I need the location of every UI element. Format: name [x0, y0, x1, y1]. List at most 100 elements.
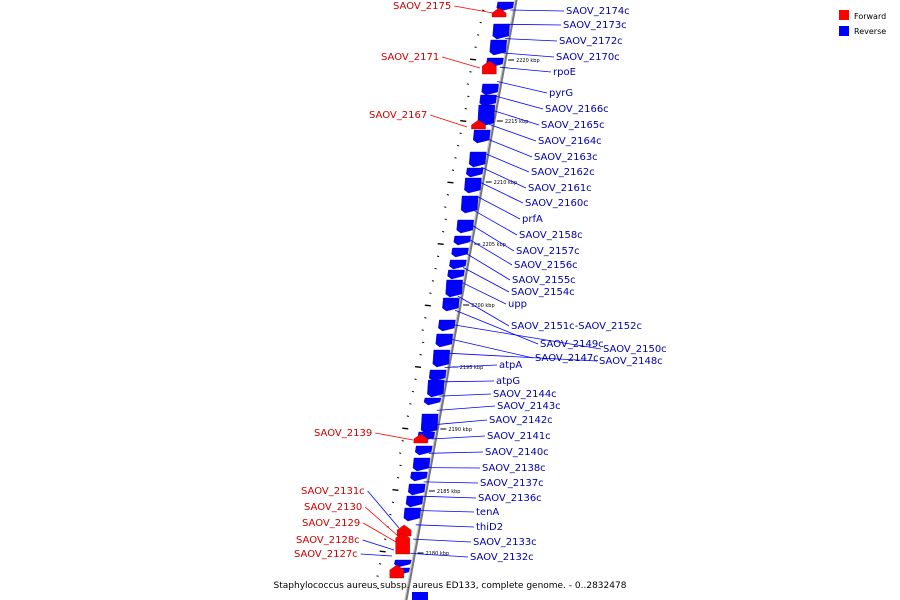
reverse-feature[interactable]	[412, 592, 428, 600]
forward-gene-label[interactable]: SAOV_2129	[302, 518, 360, 529]
reverse-gene-label[interactable]: tenA	[476, 507, 499, 518]
forward-gene-label[interactable]: SAOV_2139	[314, 428, 372, 439]
reverse-feature[interactable]	[489, 39, 507, 56]
reverse-feature[interactable]	[438, 319, 456, 332]
forward-gene-label[interactable]: SAOV_2131c	[301, 486, 365, 497]
reverse-gene-label[interactable]: SAOV_2157c	[516, 246, 580, 257]
reverse-gene-label[interactable]: atpA	[499, 360, 522, 371]
reverse-leader-line	[431, 435, 486, 440]
reverse-feature[interactable]	[435, 333, 453, 348]
reverse-gene-label[interactable]: SAOV_2143c	[497, 401, 561, 412]
reverse-gene-label[interactable]: SAOV_2166c	[545, 104, 609, 115]
forward-feature[interactable]	[491, 7, 507, 18]
reverse-feature[interactable]	[428, 369, 447, 382]
reverse-gene-label[interactable]: atpG	[496, 376, 520, 387]
reverse-gene-label[interactable]: SAOV_2147c	[535, 353, 599, 364]
reverse-feature[interactable]	[447, 269, 465, 280]
reverse-leader-line	[444, 364, 498, 368]
reverse-gene-label[interactable]: SAOV_2156c	[514, 260, 578, 271]
reverse-gene-label[interactable]: SAOV_2161c	[528, 183, 592, 194]
reverse-feature[interactable]	[492, 23, 510, 40]
reverse-gene-label[interactable]: thiD2	[476, 522, 503, 533]
reverse-feature[interactable]	[403, 507, 422, 522]
forward-gene-label[interactable]: SAOV_2167	[369, 110, 427, 121]
reverse-gene-label[interactable]: SAOV_2138c	[482, 463, 546, 474]
reverse-gene-label[interactable]: SAOV_2144c	[493, 389, 557, 400]
reverse-gene-label[interactable]: SAOV_2170c	[556, 52, 620, 63]
reverse-gene-label[interactable]: SAOV_2141c	[487, 431, 551, 442]
reverse-feature[interactable]	[394, 559, 412, 568]
reverse-gene-label[interactable]: SAOV_2142c	[489, 415, 553, 426]
reverse-feature[interactable]	[423, 397, 442, 406]
reverse-gene-label[interactable]: SAOV_2174c	[566, 6, 630, 17]
reverse-gene-label[interactable]: upp	[508, 299, 527, 310]
reverse-gene-label[interactable]: SAOV_2163c	[534, 152, 598, 163]
reverse-gene-label[interactable]: SAOV_2150c	[603, 344, 667, 355]
reverse-feature[interactable]	[432, 349, 451, 368]
minor-tick	[444, 206, 447, 208]
reverse-gene-label[interactable]: pyrG	[549, 88, 573, 99]
forward-feature[interactable]	[395, 532, 410, 555]
reverse-feature[interactable]	[453, 235, 471, 246]
reverse-feature[interactable]	[427, 379, 445, 398]
reverse-gene-label[interactable]: prfA	[522, 214, 543, 225]
reverse-feature[interactable]	[473, 129, 491, 144]
reverse-feature[interactable]	[481, 83, 499, 96]
reverse-feature[interactable]	[408, 483, 426, 496]
forward-leader-line	[454, 5, 494, 14]
reverse-gene-label[interactable]: SAOV_2148c	[599, 356, 663, 367]
reverse-gene-label[interactable]: SAOV_2151c-SAOV_2152c	[511, 321, 642, 332]
reverse-feature[interactable]	[456, 219, 474, 234]
minor-tick	[414, 366, 422, 368]
minor-tick	[399, 464, 402, 467]
reverse-gene-label[interactable]: SAOV_2154c	[511, 287, 575, 298]
reverse-gene-label[interactable]: SAOV_2149c	[540, 339, 604, 350]
reverse-gene-label[interactable]: SAOV_2136c	[478, 493, 542, 504]
reverse-feature[interactable]	[460, 195, 479, 214]
reverse-leader-line	[489, 124, 537, 142]
reverse-feature[interactable]	[451, 247, 469, 258]
reverse-feature[interactable]	[464, 177, 482, 194]
reverse-gene-label[interactable]: SAOV_2133c	[473, 537, 537, 548]
reverse-leader-line	[475, 195, 521, 220]
reverse-gene-label[interactable]: SAOV_2132c	[470, 552, 534, 563]
reverse-feature[interactable]	[477, 104, 496, 127]
reverse-gene-label[interactable]: SAOV_2155c	[512, 275, 576, 286]
reverse-gene-label[interactable]: SAOV_2140c	[485, 447, 549, 458]
forward-feature[interactable]	[471, 119, 486, 130]
reverse-leader-line	[436, 405, 496, 411]
reverse-gene-label[interactable]: SAOV_2137c	[480, 478, 544, 489]
forward-leader-line	[360, 553, 393, 557]
tick-label: 2210 kbp	[494, 180, 518, 186]
reverse-feature[interactable]	[442, 297, 460, 312]
reverse-feature[interactable]	[420, 413, 439, 434]
reverse-feature[interactable]	[405, 495, 424, 508]
reverse-gene-label[interactable]: SAOV_2172c	[559, 36, 623, 47]
reverse-gene-label[interactable]: SAOV_2160c	[525, 198, 589, 209]
reverse-feature[interactable]	[412, 457, 431, 472]
reverse-feature[interactable]	[410, 471, 428, 482]
reverse-gene-label[interactable]: rpoE	[553, 67, 576, 78]
reverse-feature[interactable]	[496, 1, 514, 12]
forward-gene-label[interactable]: SAOV_2128c	[296, 535, 360, 546]
reverse-gene-label[interactable]: SAOV_2173c	[563, 20, 627, 31]
reverse-feature[interactable]	[466, 167, 484, 178]
reverse-feature[interactable]	[445, 279, 463, 298]
forward-feature[interactable]	[413, 433, 429, 444]
reverse-feature[interactable]	[468, 151, 487, 168]
forward-gene-label[interactable]: SAOV_2171	[381, 52, 439, 63]
reverse-feature[interactable]	[479, 94, 497, 107]
reverse-feature[interactable]	[449, 259, 467, 270]
reverse-gene-label[interactable]: SAOV_2158c	[519, 230, 583, 241]
reverse-gene-label[interactable]: SAOV_2165c	[541, 120, 605, 131]
forward-feature[interactable]	[396, 524, 412, 537]
reverse-gene-label[interactable]: SAOV_2162c	[531, 167, 595, 178]
forward-gene-label[interactable]: SAOV_2175	[393, 1, 451, 12]
reverse-gene-label[interactable]: SAOV_2164c	[538, 136, 602, 147]
forward-gene-label[interactable]: SAOV_2130	[304, 502, 362, 513]
forward-feature[interactable]	[389, 564, 404, 579]
reverse-feature[interactable]	[414, 445, 433, 456]
forward-gene-label[interactable]: SAOV_2127c	[294, 549, 358, 560]
forward-feature[interactable]	[482, 60, 497, 75]
